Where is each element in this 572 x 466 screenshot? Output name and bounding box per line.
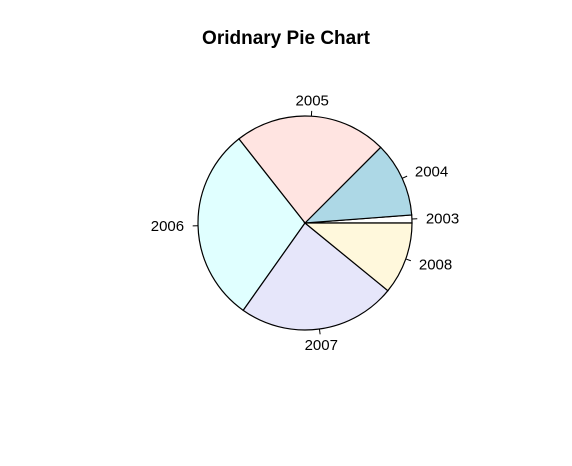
slice-label-2008: 2008 xyxy=(419,256,452,273)
pie-slice-2005 xyxy=(238,115,382,224)
slice-tick-2004 xyxy=(402,175,408,179)
pie-slice-2004 xyxy=(303,146,413,224)
slice-label-2006: 2006 xyxy=(151,218,184,235)
pie-slice-2008 xyxy=(303,222,413,292)
slice-tick-2008 xyxy=(405,258,411,262)
pie-slice-2006 xyxy=(197,138,306,312)
slice-label-2003: 2003 xyxy=(426,210,459,227)
slice-tick-2007 xyxy=(318,328,321,335)
ticks-layer xyxy=(192,110,418,335)
labels-layer: 2003 2004 2005 2006 2007 2008 xyxy=(151,92,459,353)
pie-slice-2007 xyxy=(242,222,389,331)
chart-title: Oridnary Pie Chart xyxy=(202,28,370,49)
slice-label-2004: 2004 xyxy=(415,164,448,181)
slice-label-2007: 2007 xyxy=(305,337,338,354)
slices-layer xyxy=(197,115,413,331)
slice-label-2005: 2005 xyxy=(296,92,329,109)
